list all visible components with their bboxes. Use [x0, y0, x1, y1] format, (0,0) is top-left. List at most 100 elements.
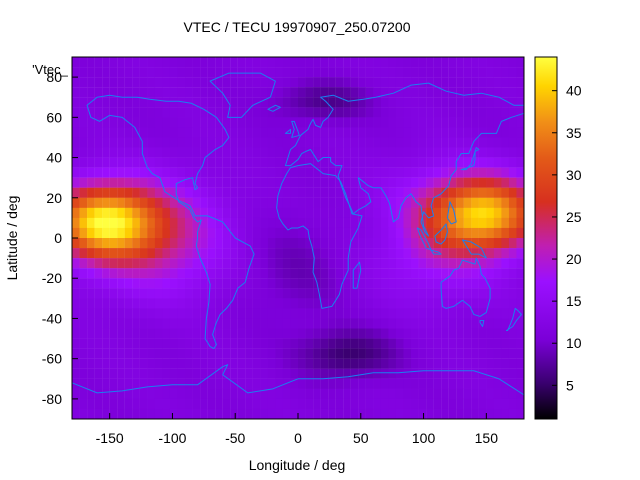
heatmap-cell — [139, 338, 148, 349]
heatmap-cell — [501, 258, 510, 269]
heatmap-cell — [411, 248, 419, 259]
heatmap-cell — [320, 238, 329, 249]
heatmap-cell — [124, 77, 133, 88]
heatmap-cell — [433, 238, 442, 249]
heatmap-cell — [328, 298, 336, 309]
heatmap-cell — [102, 227, 110, 239]
heatmap-cell — [358, 408, 366, 420]
heatmap-cell — [463, 107, 472, 118]
heatmap-cell — [177, 57, 186, 68]
heatmap-cell — [320, 258, 329, 269]
heatmap-cell — [200, 348, 208, 359]
heatmap-cell — [72, 177, 80, 188]
heatmap-cell — [486, 398, 495, 410]
heatmap-cell — [222, 318, 231, 329]
heatmap-cell — [132, 87, 140, 98]
heatmap-cell — [313, 147, 321, 158]
heatmap-cell — [335, 137, 344, 148]
heatmap-cell — [267, 338, 276, 349]
heatmap-cell — [275, 227, 284, 239]
heatmap-cell — [147, 87, 156, 98]
heatmap-cell — [328, 238, 336, 249]
heatmap-cell — [169, 87, 178, 98]
heatmap-cell — [313, 157, 321, 168]
heatmap-cell — [94, 97, 103, 108]
heatmap-cell — [365, 77, 374, 88]
heatmap-cell — [87, 288, 95, 299]
heatmap-cell — [403, 258, 412, 269]
heatmap-cell — [245, 348, 253, 359]
heatmap-cell — [132, 77, 140, 88]
heatmap-cell — [169, 318, 178, 329]
heatmap-cell — [373, 268, 382, 279]
heatmap-cell — [72, 368, 80, 379]
heatmap-cell — [328, 248, 336, 259]
heatmap-cell — [403, 378, 412, 389]
heatmap-cell — [441, 197, 449, 208]
heatmap-cell — [418, 348, 427, 359]
heatmap-cell — [117, 258, 125, 269]
heatmap-cell — [207, 248, 216, 259]
heatmap-cell — [350, 408, 359, 420]
heatmap-cell — [207, 288, 216, 299]
heatmap-cell — [147, 338, 156, 349]
heatmap-cell — [501, 268, 510, 279]
heatmap-cell — [275, 87, 284, 98]
heatmap-cell — [343, 167, 351, 178]
heatmap-cell — [109, 358, 118, 369]
heatmap-cell — [177, 398, 186, 410]
heatmap-cell — [403, 137, 412, 148]
heatmap-cell — [87, 137, 95, 148]
heatmap-cell — [350, 288, 359, 299]
heatmap-cell — [516, 87, 525, 98]
heatmap-cell — [260, 117, 269, 128]
heatmap-cell — [72, 298, 80, 309]
heatmap-cell — [102, 358, 110, 369]
heatmap-cell — [282, 217, 291, 229]
heatmap-cell — [298, 137, 306, 148]
heatmap-cell — [275, 107, 284, 118]
heatmap-cell — [222, 177, 231, 188]
heatmap-cell — [237, 117, 246, 128]
heatmap-cell — [418, 57, 427, 68]
heatmap-cell — [516, 187, 525, 198]
heatmap-cell — [328, 348, 336, 359]
heatmap-cell — [139, 197, 148, 208]
heatmap-cell — [72, 248, 80, 259]
heatmap-cell — [486, 408, 495, 420]
heatmap-cell — [79, 67, 88, 78]
heatmap-cell — [79, 157, 88, 168]
heatmap-cell — [320, 398, 329, 410]
heatmap-cell — [395, 288, 404, 299]
heatmap-cell — [433, 167, 442, 178]
heatmap-cell — [448, 127, 457, 138]
y-tick-label: 0 — [54, 230, 62, 246]
heatmap-cell — [230, 298, 238, 309]
heatmap-cell — [290, 238, 299, 249]
heatmap-cell — [365, 408, 374, 420]
heatmap-cell — [147, 57, 156, 68]
heatmap-cell — [305, 288, 314, 299]
heatmap-cell — [282, 77, 291, 88]
heatmap-cell — [365, 318, 374, 329]
heatmap-cell — [448, 187, 457, 198]
heatmap-cell — [79, 318, 88, 329]
heatmap-cell — [350, 87, 359, 98]
heatmap-cell — [222, 137, 231, 148]
heatmap-cell — [200, 298, 208, 309]
heatmap-cell — [320, 227, 329, 239]
heatmap-cell — [298, 398, 306, 410]
heatmap-cell — [418, 248, 427, 259]
heatmap-cell — [169, 187, 178, 198]
heatmap-cell — [433, 348, 442, 359]
heatmap-cell — [463, 157, 472, 168]
heatmap-cell — [388, 137, 397, 148]
heatmap-cell — [230, 328, 238, 339]
heatmap-cell — [471, 57, 479, 68]
heatmap-cell — [508, 177, 517, 188]
heatmap-cell — [365, 398, 374, 410]
heatmap-cell — [501, 278, 510, 289]
heatmap-cell — [411, 348, 419, 359]
heatmap-cell — [358, 137, 366, 148]
heatmap-cell — [305, 318, 314, 329]
